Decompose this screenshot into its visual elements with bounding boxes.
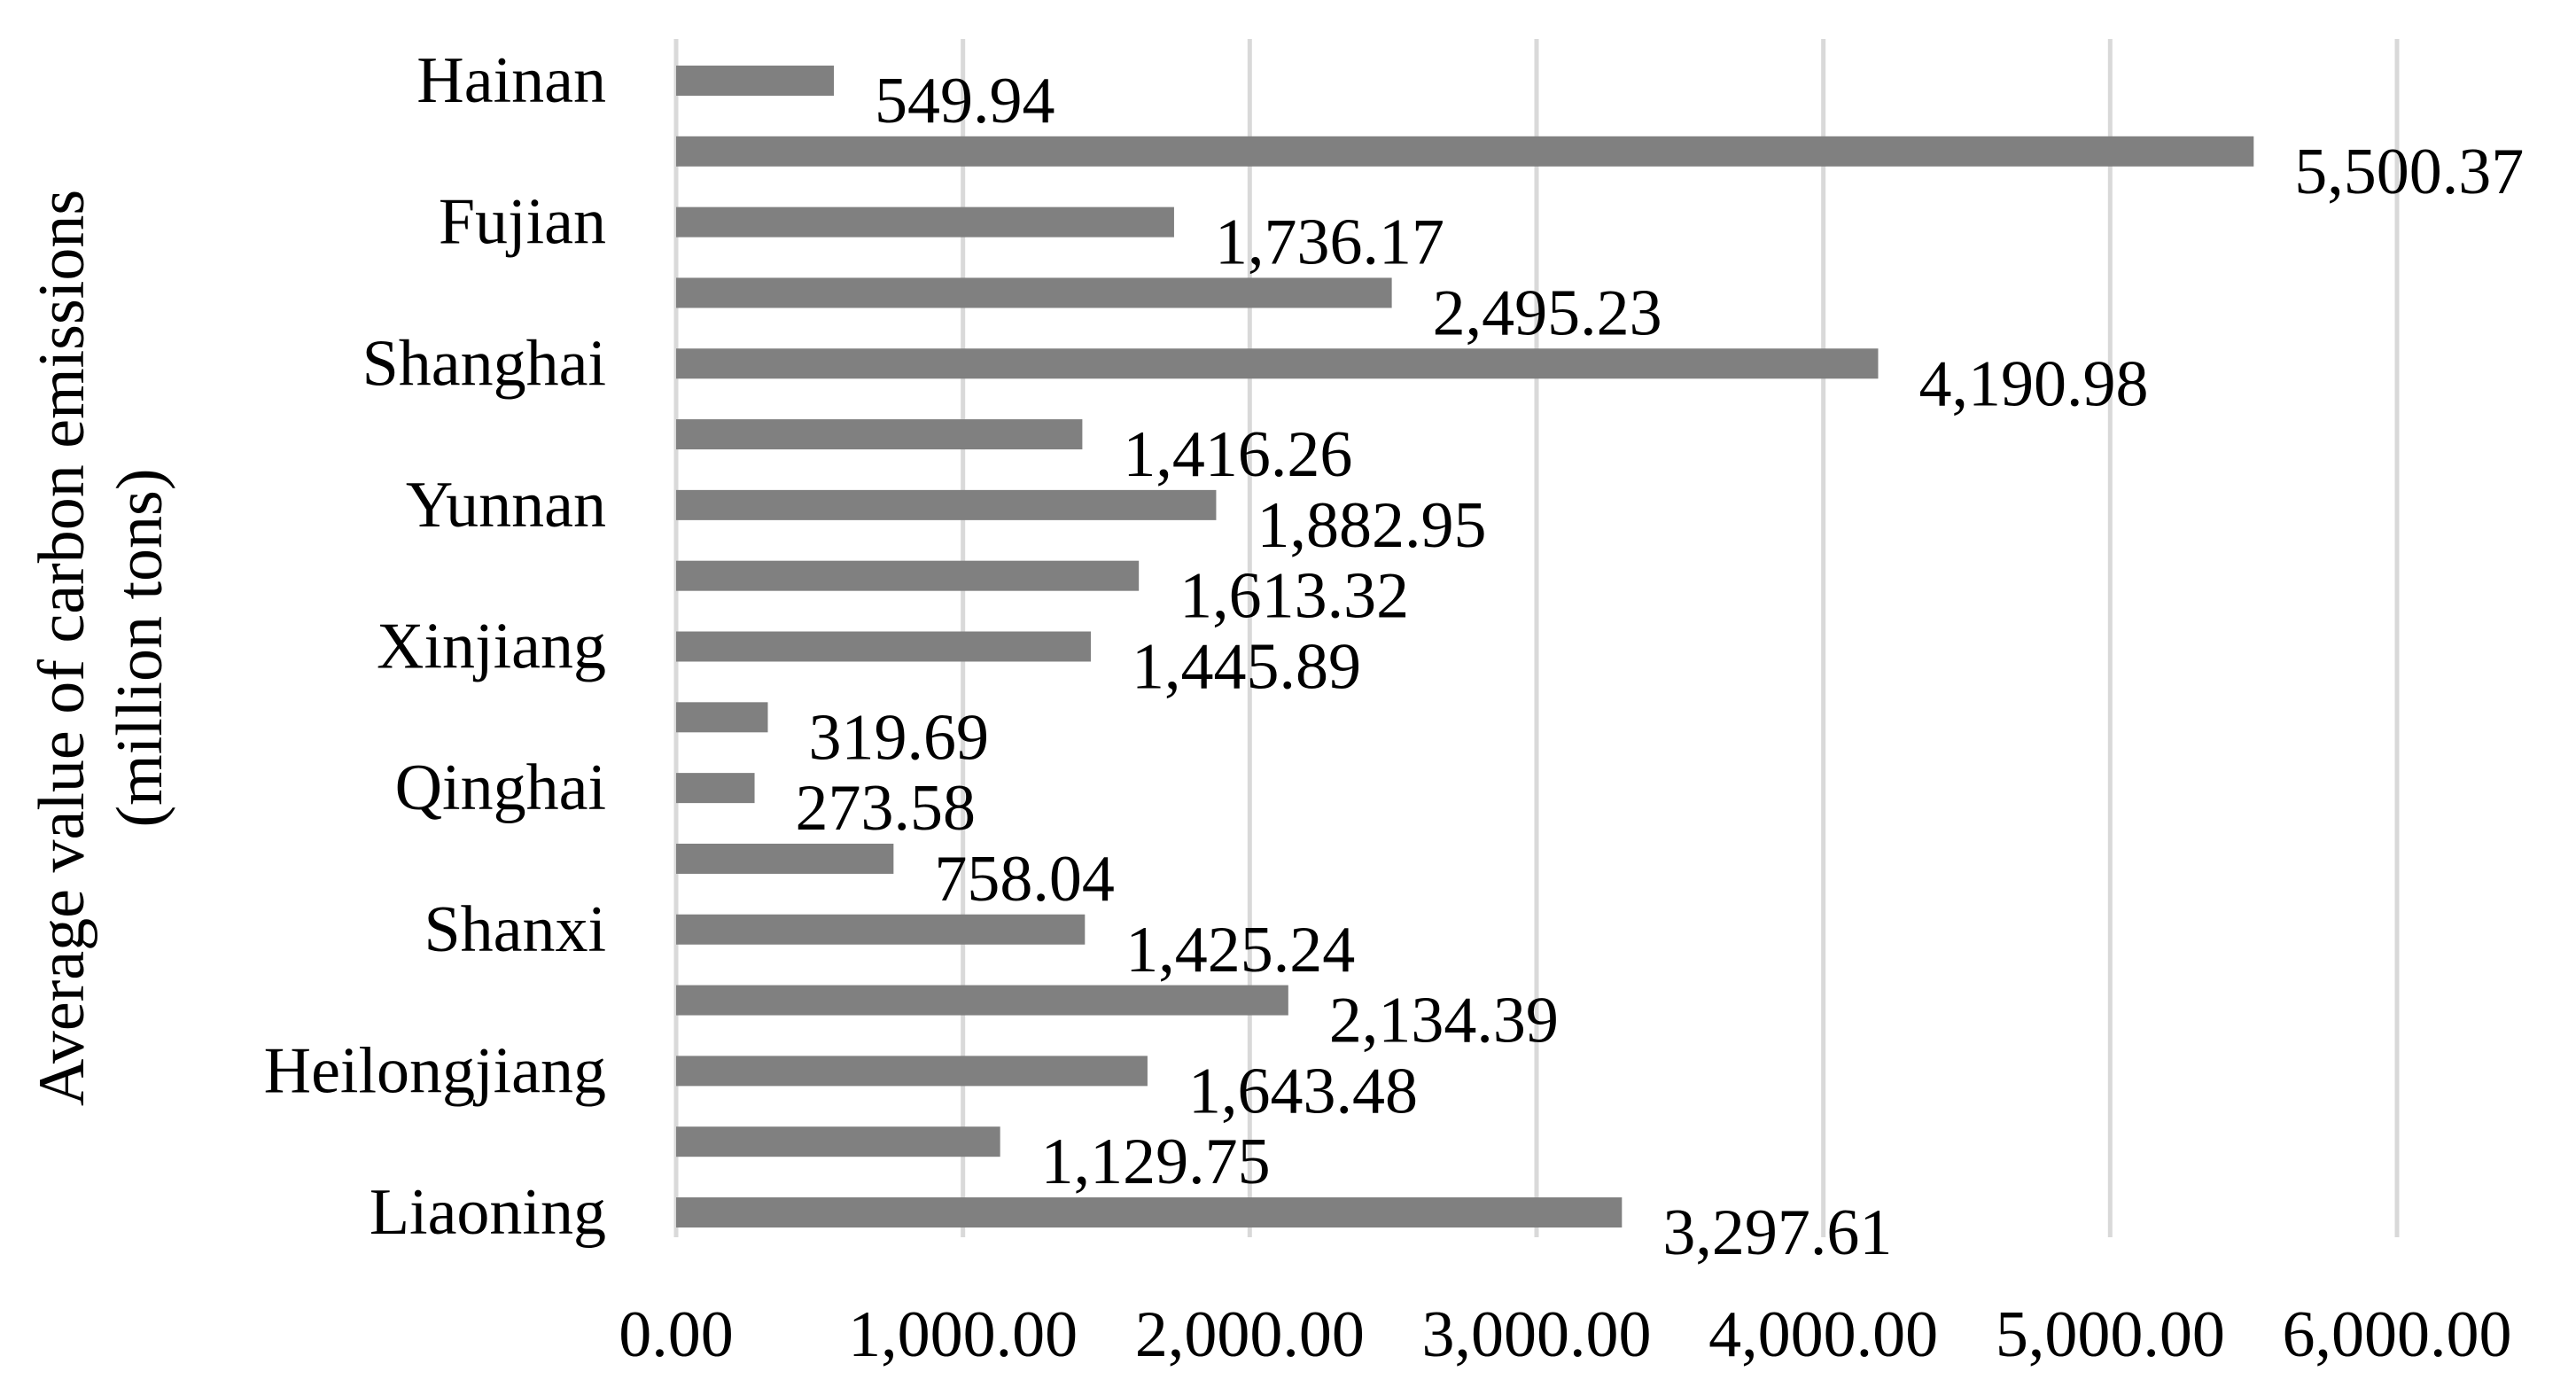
bar xyxy=(676,1197,1623,1227)
category-label: Hainan xyxy=(416,44,606,117)
data-labels: 549.94 5,500.37 1,736.172,495.23 4,190.98 1,… xyxy=(796,65,2525,1269)
data-label: 1,613.32 xyxy=(1179,560,1409,633)
category-label: Shanxi xyxy=(424,893,606,966)
grid-lines xyxy=(673,39,2400,1237)
x-tick-label: 1,000.00 xyxy=(848,1298,1078,1371)
y-axis-title-line-2: (million tons) xyxy=(104,469,176,828)
x-tick-label: 2,000.00 xyxy=(1135,1298,1365,1371)
data-label: 1,416.26 xyxy=(1123,418,1352,491)
category-label: Shanghai xyxy=(362,327,606,400)
category-label: Heilongjiang xyxy=(264,1034,606,1107)
bar xyxy=(676,348,1879,379)
data-label: 1,129.75 xyxy=(1041,1126,1271,1198)
data-label: 1,425.24 xyxy=(1125,914,1355,986)
bar xyxy=(676,631,1091,662)
bar xyxy=(676,489,1217,520)
category-label: Qinghai xyxy=(395,752,606,824)
bar xyxy=(676,419,1083,450)
data-label: 549.94 xyxy=(875,65,1055,137)
category-labels: Hainan Fujian Shanghai Yunnan Xinjiang Qingha… xyxy=(264,44,606,1249)
data-label: 4,190.98 xyxy=(1918,347,2148,420)
data-label: 1,445.89 xyxy=(1132,631,1361,704)
data-label: 1,882.95 xyxy=(1257,489,1486,562)
category-label: Fujian xyxy=(439,186,606,259)
data-label: 3,297.61 xyxy=(1662,1196,1892,1269)
x-tick-label: 3,000.00 xyxy=(1422,1298,1652,1371)
y-axis-title-line-1: Average value of carbon emissions xyxy=(26,190,98,1106)
bar xyxy=(676,985,1288,1016)
data-label: 2,134.39 xyxy=(1329,985,1559,1057)
y-axis-title: Average value of carbon emissions (milli… xyxy=(26,190,176,1106)
data-label: 1,736.17 xyxy=(1215,207,1444,279)
bar xyxy=(676,560,1140,591)
category-label: Liaoning xyxy=(370,1176,606,1249)
data-label: 273.58 xyxy=(796,772,977,845)
bars xyxy=(676,66,2254,1227)
bar xyxy=(676,1126,1000,1157)
x-tick-label: 4,000.00 xyxy=(1708,1298,1938,1371)
data-label: 5,500.37 xyxy=(2294,136,2524,208)
data-label: 2,495.23 xyxy=(1433,277,1662,349)
bar xyxy=(676,277,1392,308)
x-tick-label: 0.00 xyxy=(619,1298,734,1371)
bar xyxy=(676,136,2254,167)
bar xyxy=(676,702,768,733)
bar xyxy=(676,843,894,874)
bar xyxy=(676,773,755,804)
bar xyxy=(676,66,834,96)
bar xyxy=(676,1056,1148,1087)
category-label: Xinjiang xyxy=(377,611,606,683)
category-label: Yunnan xyxy=(406,469,606,542)
bar xyxy=(676,914,1086,945)
x-tick-labels: 0.00 1,000.00 2,000.00 3,000.00 4,000.00 5,00… xyxy=(619,1298,2511,1371)
x-tick-label: 5,000.00 xyxy=(1996,1298,2225,1371)
data-label: 1,643.48 xyxy=(1188,1055,1418,1127)
data-label: 319.69 xyxy=(808,701,989,774)
bar xyxy=(676,207,1174,238)
data-label: 758.04 xyxy=(934,843,1115,916)
x-tick-label: 6,000.00 xyxy=(2283,1298,2512,1371)
